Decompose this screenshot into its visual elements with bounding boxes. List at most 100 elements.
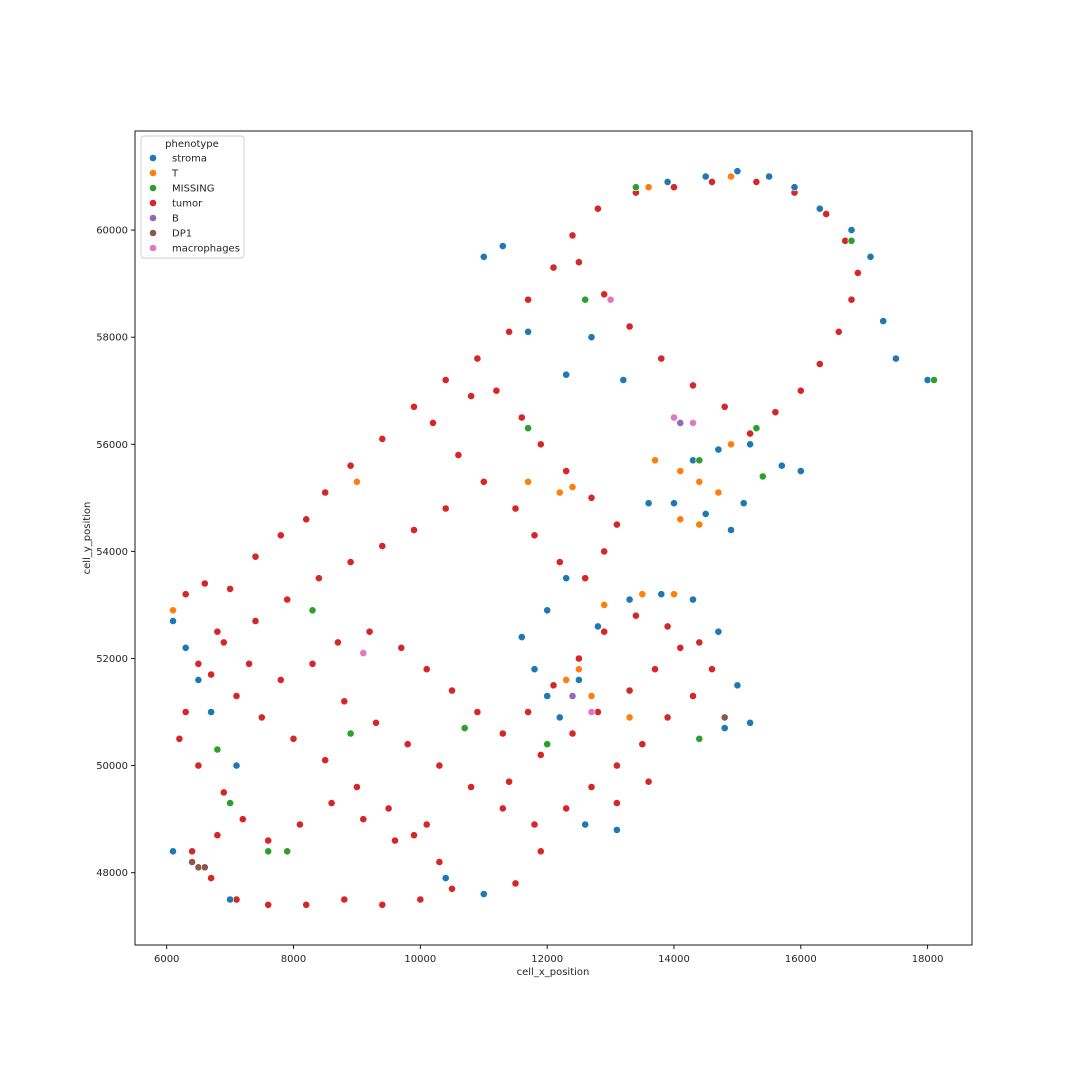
point-stroma-47	[543, 606, 552, 615]
point-tumor-26	[834, 327, 843, 336]
point-MISSING-2	[283, 847, 292, 856]
point-tumor-63	[194, 761, 203, 770]
point-tumor-110	[397, 643, 406, 652]
point-tumor-123	[676, 643, 685, 652]
y-axis-label: cell_y_position	[82, 502, 93, 575]
point-stroma-17	[777, 461, 786, 470]
point-tumor-5	[302, 515, 311, 524]
point-tumor-20	[752, 177, 761, 186]
point-tumor-57	[283, 595, 292, 604]
legend-label-MISSING: MISSING	[172, 184, 214, 195]
y-tick-label: 58000	[96, 333, 128, 344]
point-stroma-36	[543, 692, 552, 700]
point-stroma-29	[847, 226, 856, 234]
point-tumor-84	[207, 670, 215, 679]
point-tumor-64	[219, 788, 228, 797]
point-MISSING-6	[460, 724, 469, 732]
point-tumor-6	[321, 488, 330, 497]
point-tumor-48	[536, 440, 545, 449]
point-stroma-40	[625, 595, 634, 604]
point-stroma-13	[701, 510, 710, 518]
point-tumor-72	[340, 895, 349, 904]
point-tumor-106	[498, 729, 507, 738]
point-stroma-0	[169, 617, 177, 625]
x-tick-label: 14000	[658, 954, 690, 965]
point-stroma-6	[498, 242, 507, 250]
point-stroma-4	[232, 761, 241, 770]
point-tumor-128	[511, 879, 520, 888]
x-tick-label: 6000	[154, 954, 179, 965]
point-tumor-27	[815, 360, 824, 368]
point-T-16	[587, 692, 596, 700]
point-tumor-52	[441, 504, 450, 513]
point-stroma-5	[479, 252, 488, 261]
legend-box	[140, 135, 245, 259]
x-tick-label: 12000	[531, 954, 563, 965]
point-tumor-29	[771, 408, 780, 417]
point-tumor-18	[670, 183, 678, 192]
point-tumor-75	[448, 884, 456, 893]
point-tumor-34	[625, 322, 634, 331]
legend-marker-DP1	[149, 229, 157, 237]
point-tumor-93	[587, 783, 596, 791]
point-tumor-74	[416, 895, 425, 904]
point-tumor-66	[213, 831, 222, 840]
legend-marker-MISSING	[149, 184, 157, 192]
point-DP1-2	[200, 863, 209, 872]
point-MISSING-12	[752, 424, 761, 433]
legend-label-T: T	[171, 169, 179, 180]
point-tumor-4	[276, 531, 285, 540]
point-T-9	[695, 520, 704, 529]
point-tumor-101	[632, 611, 640, 620]
point-tumor-53	[410, 526, 418, 534]
x-axis-ticks: 6000 8000 10000 12000 14000 16000 18000	[154, 945, 944, 965]
point-tumor-61	[181, 708, 190, 716]
point-stroma-18	[796, 467, 805, 475]
point-tumor-81	[289, 734, 298, 743]
point-stroma-15	[739, 499, 748, 508]
point-T-5	[695, 477, 704, 486]
point-tumor-60	[194, 659, 203, 668]
point-tumor-116	[213, 627, 222, 636]
point-T-0	[169, 606, 177, 615]
point-tumor-65	[238, 815, 247, 824]
legend-marker-stroma	[149, 154, 157, 162]
point-tumor-108	[448, 686, 456, 695]
point-tumor-73	[378, 900, 387, 909]
point-tumor-95	[638, 740, 647, 749]
point-stroma-43	[714, 627, 723, 636]
point-stroma-14	[727, 526, 735, 534]
point-T-14	[670, 590, 678, 599]
point-tumor-22	[822, 210, 831, 218]
point-tumor-98	[708, 665, 716, 674]
point-tumor-46	[587, 493, 596, 502]
point-T-2	[568, 483, 577, 491]
plot-area	[135, 131, 972, 945]
point-tumor-88	[435, 761, 444, 770]
point-tumor-107	[473, 708, 482, 716]
point-T-13	[638, 590, 647, 599]
point-stroma-27	[790, 183, 799, 192]
legend-label-stroma: stroma	[172, 154, 207, 165]
point-tumor-33	[657, 354, 666, 363]
plot-frame	[134, 130, 973, 946]
y-tick-label: 50000	[96, 761, 128, 772]
y-axis-ticks: 48000 50000 52000 54000 56000 58000 60000	[96, 226, 135, 879]
point-tumor-58	[251, 617, 260, 625]
x-tick-label: 18000	[912, 954, 944, 965]
point-tumor-100	[663, 622, 672, 631]
point-MISSING-14	[695, 456, 704, 465]
point-stroma-32	[892, 354, 900, 363]
point-tumor-47	[562, 467, 571, 475]
point-tumor-91	[530, 820, 539, 829]
point-stroma-11	[644, 499, 653, 508]
point-T-20	[524, 477, 532, 486]
point-tumor-54	[378, 542, 387, 550]
point-stroma-49	[613, 826, 621, 834]
point-tumor-119	[568, 729, 577, 738]
point-stroma-53	[169, 847, 177, 856]
x-tick-label: 8000	[281, 954, 306, 965]
point-tumor-78	[384, 804, 393, 813]
point-tumor-56	[314, 574, 323, 583]
